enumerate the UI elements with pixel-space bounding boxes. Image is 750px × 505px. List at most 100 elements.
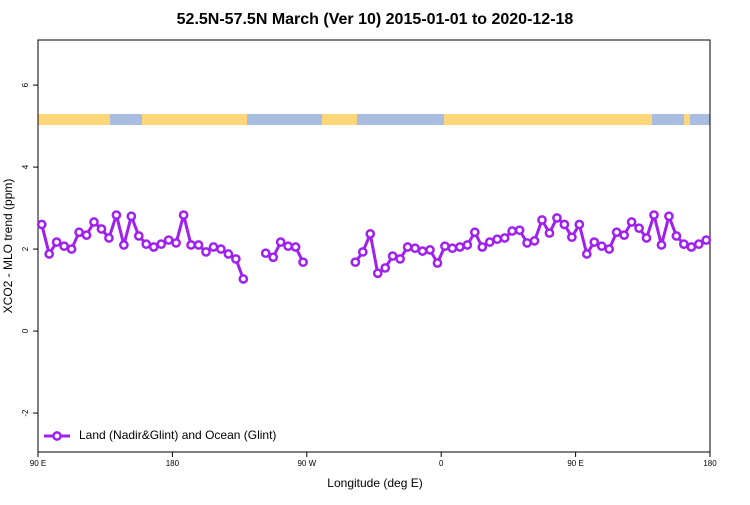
data-point xyxy=(619,230,629,240)
data-point xyxy=(492,234,503,245)
data-point xyxy=(216,244,226,254)
data-point xyxy=(567,232,577,243)
data-point xyxy=(380,263,391,273)
data-point xyxy=(74,227,84,238)
data-point xyxy=(231,254,241,264)
data-point xyxy=(462,240,473,250)
data-point xyxy=(111,210,122,220)
y-tick-label: 2 xyxy=(21,246,30,251)
data-point xyxy=(260,248,271,259)
land-ocean-strip xyxy=(38,114,710,125)
data-point xyxy=(201,247,211,257)
data-point xyxy=(626,217,637,227)
data-point xyxy=(425,245,435,255)
data-point xyxy=(701,235,712,245)
data-point xyxy=(671,231,682,241)
data-point xyxy=(223,249,234,259)
data-point xyxy=(402,242,413,252)
chart-title: 52.5N-57.5N March (Ver 10) 2015-01-01 to… xyxy=(177,11,574,28)
data-point xyxy=(290,242,301,252)
data-point xyxy=(104,233,114,243)
data-point xyxy=(544,228,555,238)
data-point xyxy=(679,239,689,250)
data-point xyxy=(96,224,107,234)
data-point xyxy=(89,217,99,227)
data-point xyxy=(148,242,159,252)
data-point xyxy=(477,242,488,252)
data-point xyxy=(350,257,361,268)
x-tick-label: 90 E xyxy=(567,459,583,468)
data-point xyxy=(581,249,592,259)
data-point xyxy=(208,242,219,252)
y-tick-label: 4 xyxy=(21,164,30,169)
data-point xyxy=(81,230,92,240)
data-point xyxy=(514,225,525,236)
data-point xyxy=(447,243,458,254)
data-point xyxy=(417,246,428,256)
data-point xyxy=(119,240,129,250)
data-point xyxy=(507,226,517,236)
data-point xyxy=(529,236,540,246)
data-point xyxy=(611,227,622,238)
x-tick-label: 90 E xyxy=(30,459,46,468)
data-point xyxy=(163,235,174,245)
data-point xyxy=(432,258,443,268)
land xyxy=(322,114,357,125)
data-point xyxy=(455,242,465,252)
x-axis-title: Longitude (deg E) xyxy=(327,476,422,490)
data-point xyxy=(641,233,652,243)
ocean xyxy=(38,114,710,125)
legend-marker xyxy=(52,431,62,441)
data-point xyxy=(522,238,532,248)
data-point xyxy=(559,219,570,230)
data-point xyxy=(634,223,644,234)
land xyxy=(684,114,690,125)
data-point xyxy=(44,249,55,259)
land xyxy=(444,114,652,125)
data-point xyxy=(283,241,293,252)
data-point xyxy=(552,213,562,223)
data-point xyxy=(193,240,204,250)
y-tick-label: 0 xyxy=(21,328,30,333)
data-point xyxy=(66,244,77,254)
data-point xyxy=(171,238,181,248)
data-point xyxy=(268,252,279,263)
data-point xyxy=(410,243,420,254)
data-point xyxy=(469,227,480,238)
data-point xyxy=(693,239,704,250)
data-point xyxy=(238,274,249,284)
data-point xyxy=(372,268,383,279)
data-point xyxy=(126,211,137,222)
data-point xyxy=(156,239,167,250)
data-point xyxy=(387,251,398,261)
data-point xyxy=(298,257,308,268)
data-point xyxy=(178,210,189,220)
data-point xyxy=(537,215,547,225)
data-point xyxy=(365,229,376,239)
x-tick-label: 180 xyxy=(703,459,717,468)
data-point xyxy=(686,242,697,252)
x-tick-label: 90 W xyxy=(297,459,316,468)
data-point xyxy=(664,211,674,222)
y-tick-label: -2 xyxy=(21,409,30,417)
land xyxy=(38,114,110,125)
data-point xyxy=(574,219,585,230)
data-point xyxy=(141,239,152,250)
data-point xyxy=(36,219,47,230)
data-point xyxy=(484,237,495,247)
data-point xyxy=(589,237,600,247)
land xyxy=(142,114,247,125)
data-point xyxy=(395,254,405,264)
data-point xyxy=(275,237,286,247)
data-point xyxy=(186,240,196,250)
y-tick-label: 6 xyxy=(21,82,30,87)
x-tick-label: 180 xyxy=(166,459,180,468)
data-point xyxy=(440,241,450,252)
data-point xyxy=(59,241,69,252)
data-point xyxy=(133,231,144,241)
legend-label: Land (Nadir&Glint) and Ocean (Glint) xyxy=(79,428,276,442)
y-axis-title: XCO2 - MLO trend (ppm) xyxy=(1,179,15,314)
plot-frame xyxy=(37,39,711,453)
data-point xyxy=(656,240,667,250)
